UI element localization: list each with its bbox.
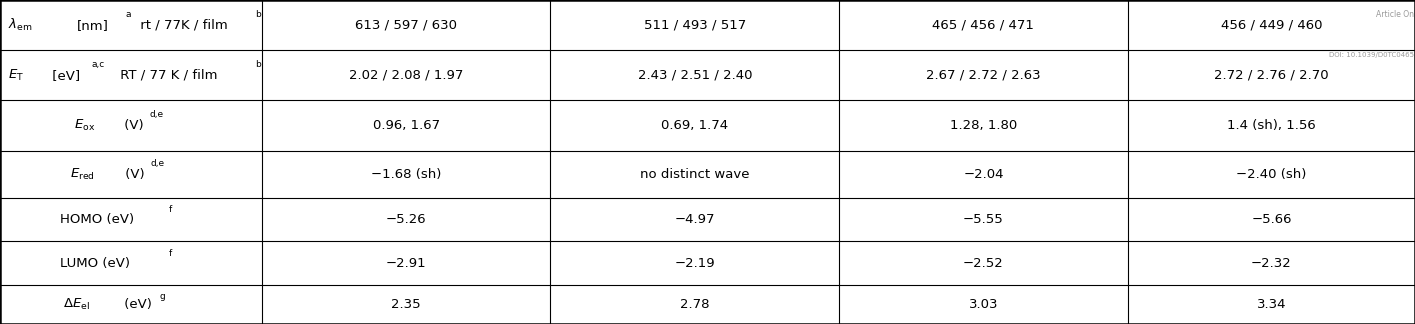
Text: d,e: d,e: [150, 110, 163, 119]
Text: HOMO (eV): HOMO (eV): [59, 213, 134, 226]
Text: −1.68 (sh): −1.68 (sh): [371, 168, 441, 181]
Text: 2.67 / 2.72 / 2.63: 2.67 / 2.72 / 2.63: [925, 69, 1041, 82]
Text: −2.32: −2.32: [1251, 257, 1292, 270]
Text: 2.43 / 2.51 / 2.40: 2.43 / 2.51 / 2.40: [638, 69, 751, 82]
Text: RT / 77 K / film: RT / 77 K / film: [116, 69, 218, 82]
Text: $E_\mathrm{T}$: $E_\mathrm{T}$: [8, 68, 24, 83]
Text: −2.52: −2.52: [964, 257, 1003, 270]
Text: −2.40 (sh): −2.40 (sh): [1237, 168, 1306, 181]
Text: 3.03: 3.03: [969, 298, 998, 311]
Text: (eV): (eV): [119, 298, 151, 311]
Text: [eV]: [eV]: [48, 69, 81, 82]
Text: 2.02 / 2.08 / 1.97: 2.02 / 2.08 / 1.97: [350, 69, 463, 82]
Text: −4.97: −4.97: [675, 213, 715, 226]
Text: (V): (V): [119, 119, 143, 132]
Text: 2.35: 2.35: [392, 298, 420, 311]
Text: Article On: Article On: [1375, 10, 1414, 19]
Text: −5.26: −5.26: [386, 213, 426, 226]
Text: no distinct wave: no distinct wave: [640, 168, 750, 181]
Text: f: f: [170, 205, 173, 214]
Text: −2.04: −2.04: [964, 168, 1003, 181]
Text: a,c: a,c: [92, 60, 105, 69]
Text: −2.91: −2.91: [386, 257, 426, 270]
Text: b: b: [255, 10, 260, 18]
Text: 0.69, 1.74: 0.69, 1.74: [661, 119, 729, 132]
Text: 456 / 449 / 460: 456 / 449 / 460: [1221, 18, 1322, 32]
Text: 2.78: 2.78: [681, 298, 709, 311]
Text: DOI: 10.1039/D0TC0465: DOI: 10.1039/D0TC0465: [1329, 52, 1414, 58]
Text: −5.66: −5.66: [1251, 213, 1292, 226]
Text: f: f: [170, 249, 173, 258]
Text: b: b: [255, 60, 260, 69]
Text: 465 / 456 / 471: 465 / 456 / 471: [932, 18, 1034, 32]
Text: 0.96, 1.67: 0.96, 1.67: [372, 119, 440, 132]
Text: 1.4 (sh), 1.56: 1.4 (sh), 1.56: [1227, 119, 1316, 132]
Text: (V): (V): [120, 168, 144, 181]
Text: 613 / 597 / 630: 613 / 597 / 630: [355, 18, 457, 32]
Text: $E_\mathrm{red}$: $E_\mathrm{red}$: [71, 167, 95, 182]
Text: $E_\mathrm{ox}$: $E_\mathrm{ox}$: [74, 118, 95, 133]
Text: −2.19: −2.19: [675, 257, 715, 270]
Text: $\Delta E_\mathrm{el}$: $\Delta E_\mathrm{el}$: [62, 297, 91, 312]
Text: −5.55: −5.55: [964, 213, 1003, 226]
Text: 3.34: 3.34: [1257, 298, 1286, 311]
Text: d,e: d,e: [151, 159, 164, 168]
Text: LUMO (eV): LUMO (eV): [59, 257, 130, 270]
Text: a: a: [126, 10, 132, 18]
Text: 1.28, 1.80: 1.28, 1.80: [949, 119, 1017, 132]
Text: $\lambda_\mathrm{em}$: $\lambda_\mathrm{em}$: [8, 17, 33, 33]
Text: 2.72 / 2.76 / 2.70: 2.72 / 2.76 / 2.70: [1214, 69, 1329, 82]
Text: 511 / 493 / 517: 511 / 493 / 517: [644, 18, 746, 32]
Text: g: g: [158, 292, 166, 300]
Text: [nm]: [nm]: [76, 18, 109, 32]
Text: rt / 77K / film: rt / 77K / film: [136, 18, 228, 32]
